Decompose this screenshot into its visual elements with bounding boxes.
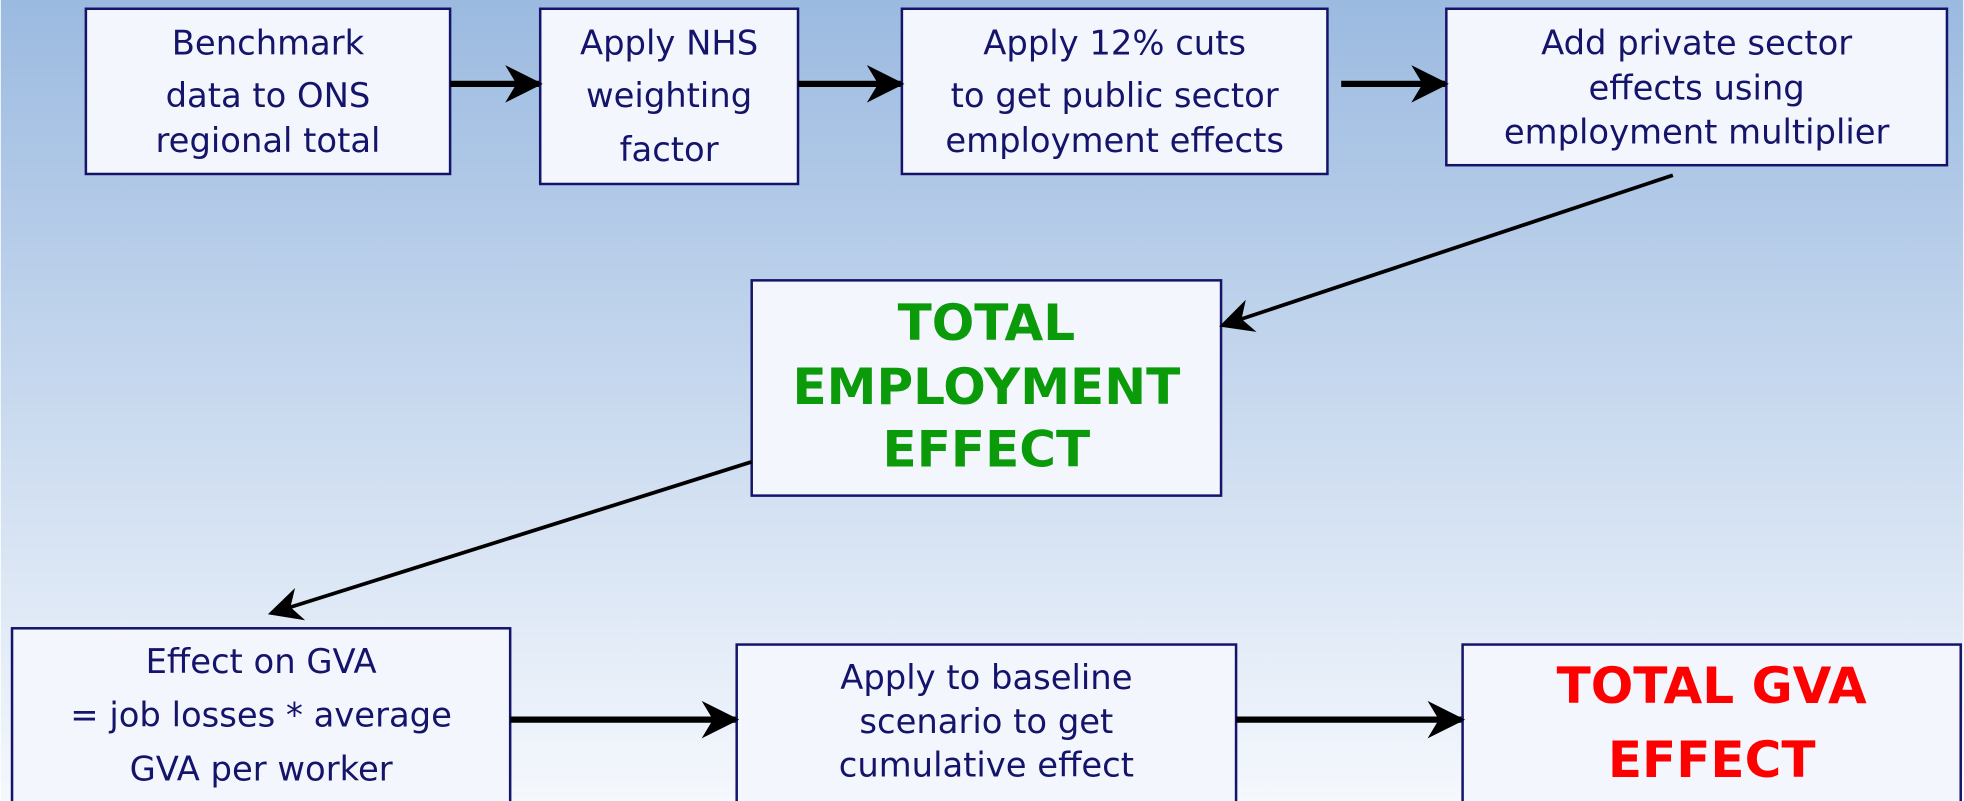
node-label: Add private sector (1541, 24, 1852, 63)
node-label: scenario to get (859, 702, 1113, 741)
node-label: Effect on GVA (146, 642, 377, 681)
node: Apply to baseline scenario to get cumulati… (735, 643, 1238, 801)
node-box (10, 627, 512, 801)
node-label: Apply NHS (580, 24, 758, 63)
node-label: EFFECT (883, 421, 1091, 479)
node-label: TOTAL GVA (1557, 657, 1867, 715)
node-label: Benchmark (172, 24, 365, 63)
node-box (900, 7, 1329, 176)
node-label: factor (620, 130, 719, 169)
node-label: TOTAL (898, 294, 1076, 352)
node-label: weighting (586, 76, 752, 115)
node-label: employment effects (945, 121, 1284, 160)
arrows (267, 65, 1674, 739)
node-label: employment multiplier (1504, 112, 1890, 151)
node-label: Apply to baseline (840, 658, 1132, 697)
node: Apply 12% cuts to get public sector employ… (900, 7, 1329, 176)
node-box (1461, 643, 1962, 801)
node-label: to get public sector (951, 76, 1279, 115)
node-label: = job losses * average (70, 696, 452, 735)
node-label: Apply 12% cuts (983, 24, 1246, 63)
node-label: cumulative effect (839, 746, 1134, 785)
node-label: data to ONS (166, 76, 371, 115)
node: Effect on GVA = job losses * average GVA p… (10, 627, 512, 801)
arrow (267, 460, 753, 621)
arrow (1219, 173, 1674, 332)
node-box (1445, 7, 1949, 167)
node: Apply NHS weighting factor (538, 7, 800, 186)
node-box (735, 643, 1238, 801)
node-label: effects using (1589, 69, 1805, 108)
node: TOTAL GVA EFFECT (1461, 643, 1962, 801)
node: Benchmark data to ONS regional total (84, 7, 452, 176)
node-box (750, 279, 1223, 497)
node-label: EFFECT (1608, 731, 1816, 789)
node: Add private sector effects using employmen… (1445, 7, 1949, 167)
node-box (538, 7, 800, 186)
node-box (84, 7, 452, 176)
node-label: regional total (156, 121, 381, 160)
node-label: GVA per worker (130, 749, 393, 788)
node-label: EMPLOYMENT (792, 358, 1180, 416)
